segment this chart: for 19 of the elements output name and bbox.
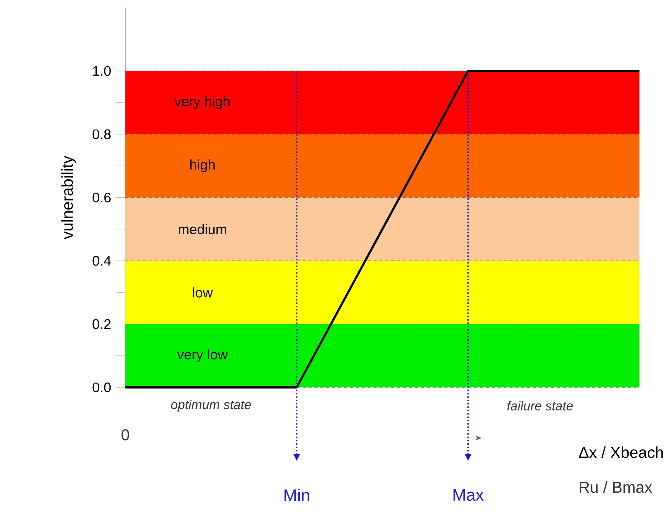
text: Ru / Bmax: [580, 481, 652, 494]
x-tick-label: Min: [284, 489, 310, 502]
x-tick-label: Max: [454, 489, 484, 501]
y-axis-title: vulnerability: [62, 156, 76, 240]
y-tick-label: 0.0: [92, 382, 111, 392]
band-label: very high: [174, 96, 230, 110]
y-tick-label: 1.0: [93, 66, 111, 76]
band-label: high: [190, 160, 215, 172]
text: 0: [122, 429, 130, 441]
text: optimum state: [171, 400, 252, 412]
y-tick-label: 0.8: [92, 129, 111, 140]
text: failure state: [508, 401, 574, 411]
band-label: low: [193, 288, 214, 298]
y-tick-label: 0.6: [92, 192, 111, 203]
y-tick-label: 0.4: [92, 256, 112, 266]
band-label: very low: [177, 349, 228, 362]
band-label: medium: [179, 224, 226, 234]
x-axis-title: Δx / Xbeach: [579, 446, 664, 458]
y-tick-label: 0.2: [92, 319, 111, 330]
